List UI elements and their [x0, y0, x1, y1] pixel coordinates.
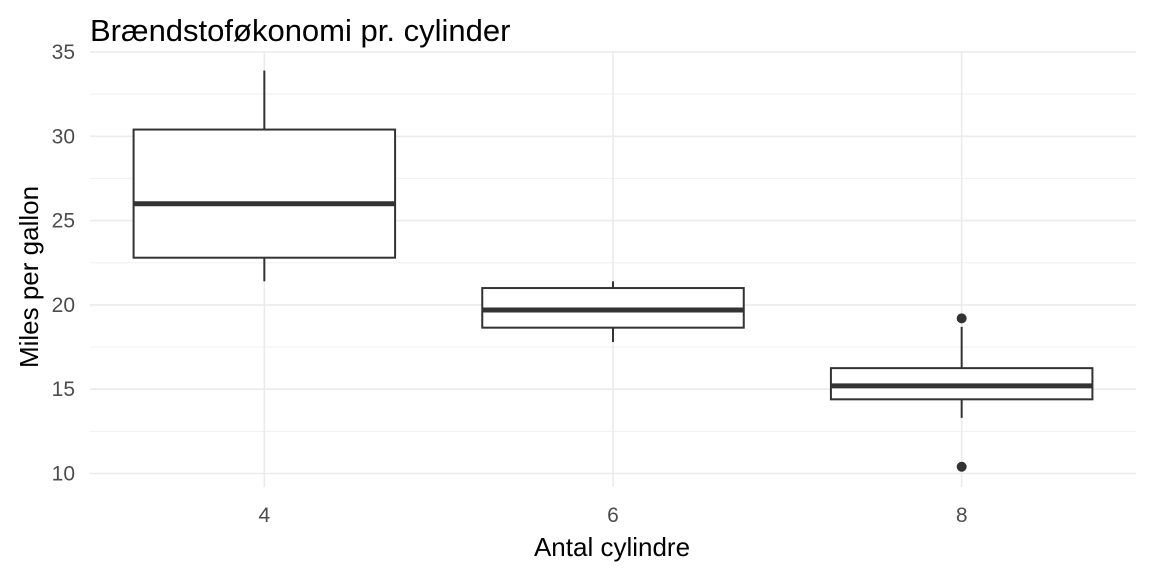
y-axis-ticks: 10 15 20 25 30 35 — [52, 41, 75, 486]
x-tick-label: 4 — [258, 504, 270, 527]
y-tick-label: 25 — [52, 210, 75, 233]
y-tick-label: 15 — [52, 378, 75, 401]
x-tick-label: 8 — [956, 504, 968, 527]
grid — [90, 51, 1136, 487]
x-axis-ticks: 4 6 8 — [258, 504, 967, 527]
boxes — [132, 70, 1094, 472]
box-6 — [481, 281, 745, 342]
outlier-point — [956, 461, 967, 472]
x-tick-label: 6 — [607, 504, 619, 527]
y-tick-label: 30 — [52, 125, 75, 148]
y-axis-title: Miles per gallon — [14, 186, 44, 368]
box-8 — [829, 313, 1094, 472]
box-4 — [132, 70, 397, 282]
y-tick-label: 20 — [52, 294, 75, 317]
chart-title: Brændstoføkonomi pr. cylinder — [90, 13, 510, 48]
iqr-box — [132, 128, 397, 259]
x-axis-title: Antal cylindre — [534, 532, 690, 562]
y-tick-label: 10 — [52, 463, 75, 486]
outlier-point — [956, 313, 967, 324]
y-tick-label: 35 — [52, 41, 75, 64]
